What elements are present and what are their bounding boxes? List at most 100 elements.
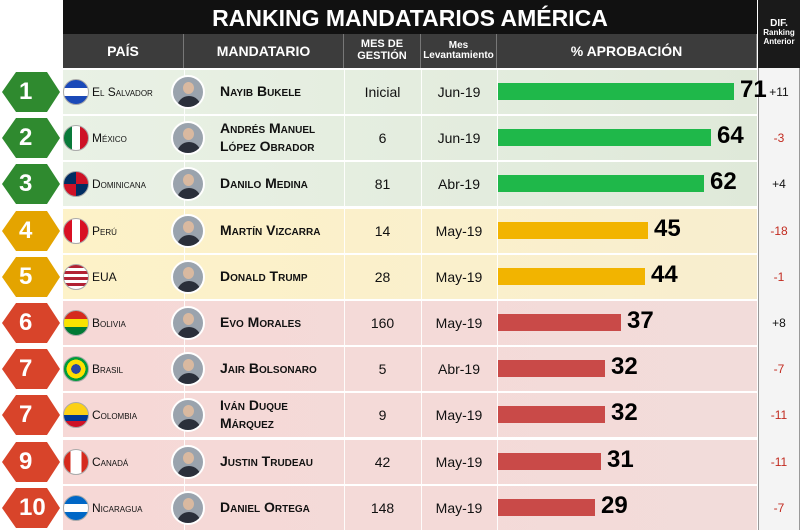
rank-badge: 7 xyxy=(2,349,60,389)
cell-divider xyxy=(421,301,422,345)
cell-divider xyxy=(497,116,498,160)
leader-name: Iván Duque Márquez xyxy=(220,397,345,432)
survey-month: May-19 xyxy=(435,315,483,331)
leader-name: Justin Trudeau xyxy=(220,453,345,471)
approval-bar xyxy=(498,222,648,239)
cell-divider xyxy=(497,301,498,345)
survey-month: May-19 xyxy=(435,500,483,516)
ranking-diff: -7 xyxy=(773,362,785,376)
months-in-office: 6 xyxy=(378,130,387,146)
country-name: El Salvador xyxy=(92,85,153,99)
header-leader: MANDATARIO xyxy=(184,34,344,68)
ca-flag-icon xyxy=(63,449,89,475)
months-in-office: 28 xyxy=(374,269,391,285)
rank-badge: 7 xyxy=(2,395,60,435)
leader-name: Daniel Ortega xyxy=(220,499,345,517)
rank-badge: 1 xyxy=(2,72,60,112)
header-diff: DIF. Ranking Anterior xyxy=(758,0,800,68)
approval-value: 32 xyxy=(611,399,638,426)
cell-divider xyxy=(497,255,498,299)
leader-avatar xyxy=(171,491,205,525)
approval-value: 37 xyxy=(627,307,654,334)
country-name: Bolivia xyxy=(92,316,126,330)
header-months-line1: MES DE xyxy=(360,38,404,51)
approval-bar xyxy=(498,314,621,331)
cell-divider xyxy=(497,440,498,484)
leader-name: Nayib Bukele xyxy=(220,83,345,101)
header-months: MES DE GESTIÓN xyxy=(344,34,421,68)
leader-name-line1: Daniel Ortega xyxy=(220,499,310,515)
ranking-diff: -1 xyxy=(773,270,785,284)
sv-flag-icon xyxy=(63,79,89,105)
months-in-office: 14 xyxy=(374,223,391,239)
survey-month: Abr-19 xyxy=(437,176,481,192)
cell-divider xyxy=(344,301,345,345)
rank-badge: 4 xyxy=(2,211,60,251)
survey-month: May-19 xyxy=(435,454,483,470)
cell-divider xyxy=(344,162,345,206)
leader-name: Martín Vizcarra xyxy=(220,222,345,240)
approval-value: 44 xyxy=(651,261,678,288)
cell-divider xyxy=(497,347,498,391)
leader-name: Evo Morales xyxy=(220,314,345,332)
country-name: Dominicana xyxy=(92,177,147,191)
cell-divider xyxy=(344,116,345,160)
ranking-diff: +4 xyxy=(772,177,786,191)
leader-avatar xyxy=(171,352,205,386)
approval-value: 64 xyxy=(717,122,744,149)
cell-divider xyxy=(421,209,422,253)
header-months-line2: GESTIÓN xyxy=(357,50,407,62)
leader-name-line1: Jair Bolsonaro xyxy=(220,360,317,376)
cell-divider xyxy=(344,209,345,253)
leader-name-line1: Iván Duque xyxy=(220,397,288,413)
cell-divider xyxy=(344,347,345,391)
months-in-office: 148 xyxy=(370,500,395,516)
cell-divider xyxy=(421,393,422,437)
header-diff-line2: Ranking xyxy=(763,28,795,37)
approval-value: 71 xyxy=(740,76,767,103)
country-name: Canadá xyxy=(92,455,129,469)
rank-badge: 3 xyxy=(2,164,60,204)
leader-avatar xyxy=(171,306,205,340)
cell-divider xyxy=(421,440,422,484)
mx-flag-icon xyxy=(63,125,89,151)
pe-flag-icon xyxy=(63,218,89,244)
rank-badge: 6 xyxy=(2,303,60,343)
cell-divider xyxy=(421,255,422,299)
leader-name-line1: Nayib Bukele xyxy=(220,83,301,99)
survey-month: Jun-19 xyxy=(437,130,481,146)
cell-divider xyxy=(344,486,345,530)
leader-avatar xyxy=(171,121,205,155)
co-flag-icon xyxy=(63,402,89,428)
cell-divider xyxy=(344,70,345,114)
rank-badge: 10 xyxy=(2,488,60,528)
ni-flag-icon xyxy=(63,495,89,521)
ranking-diff: -18 xyxy=(770,224,788,238)
leader-name: Andrés Manuel López Obrador xyxy=(220,120,345,155)
approval-bar xyxy=(498,268,645,285)
leader-avatar xyxy=(171,167,205,201)
header-survey-line2: Levantamiento xyxy=(423,50,494,61)
approval-value: 62 xyxy=(710,168,737,195)
cell-divider xyxy=(497,393,498,437)
leader-name-line1: Martín Vizcarra xyxy=(220,222,321,238)
survey-month: May-19 xyxy=(435,407,483,423)
country-name: EUA xyxy=(92,270,117,284)
header-country: PAÍS xyxy=(63,34,184,68)
header-survey: Mes Levantamiento xyxy=(421,34,497,68)
survey-month: May-19 xyxy=(435,223,483,239)
cell-divider xyxy=(497,209,498,253)
leader-name: Jair Bolsonaro xyxy=(220,360,345,378)
months-in-office: 9 xyxy=(378,407,387,423)
country-name: México xyxy=(92,131,127,145)
cell-divider xyxy=(344,393,345,437)
header-diff-line3: Anterior xyxy=(763,36,795,46)
cell-divider xyxy=(344,440,345,484)
leader-name-line1: Justin Trudeau xyxy=(220,453,314,469)
country-name: Nicaragua xyxy=(92,501,143,515)
cell-divider xyxy=(497,70,498,114)
approval-bar xyxy=(498,175,704,192)
approval-bar xyxy=(498,406,605,423)
cell-divider xyxy=(421,347,422,391)
header-diff-line1: DIF. xyxy=(770,18,788,29)
